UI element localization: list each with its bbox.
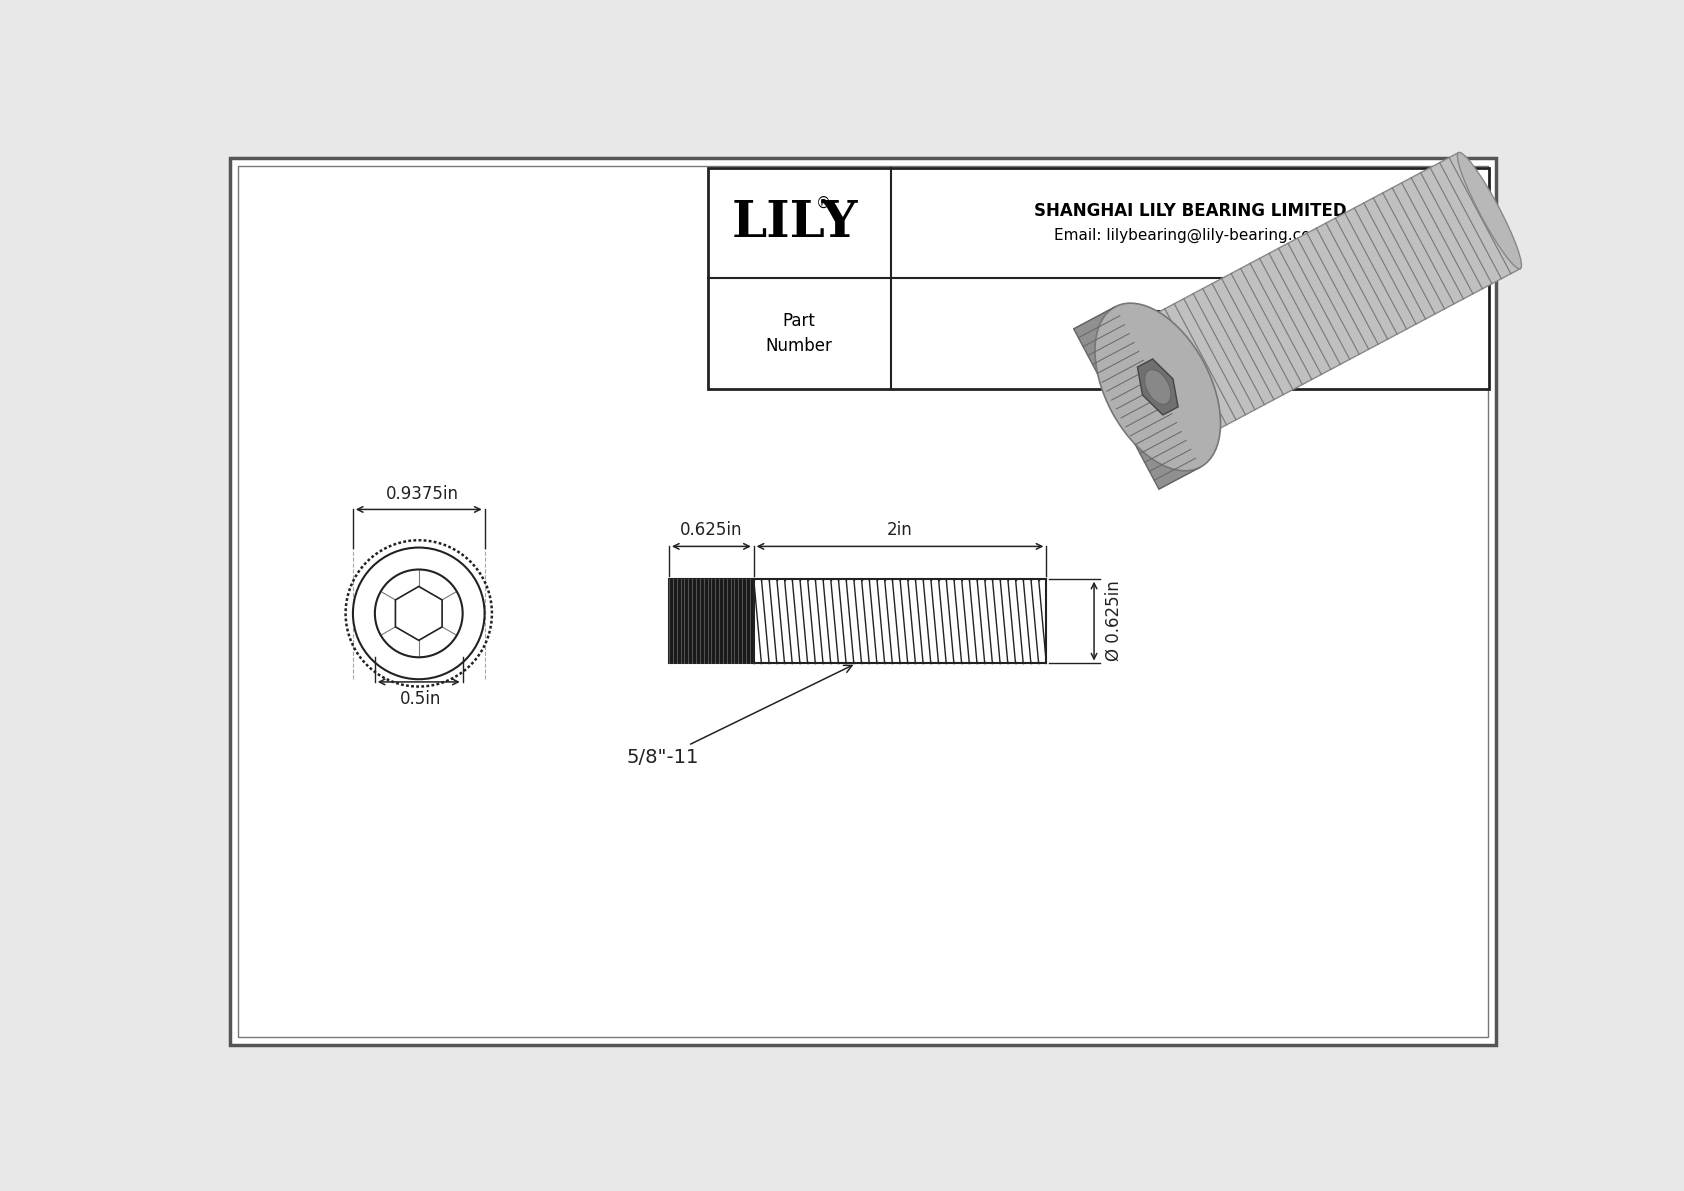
Text: ®: ® — [817, 195, 832, 211]
Text: SHANGHAI LILY BEARING LIMITED: SHANGHAI LILY BEARING LIMITED — [1034, 202, 1346, 220]
Polygon shape — [1137, 358, 1179, 414]
Text: 0.5in: 0.5in — [399, 690, 441, 707]
Text: 0.9375in: 0.9375in — [386, 485, 460, 504]
Ellipse shape — [1145, 369, 1170, 404]
Polygon shape — [1127, 152, 1521, 445]
Text: JABCIAIAC: JABCIAIAC — [1120, 310, 1261, 333]
Circle shape — [376, 569, 463, 657]
Polygon shape — [1074, 307, 1201, 490]
Text: 0.625in: 0.625in — [680, 522, 743, 540]
Text: 5/8"-11: 5/8"-11 — [626, 666, 852, 767]
Circle shape — [354, 548, 485, 679]
Text: Part
Number: Part Number — [766, 312, 832, 355]
Text: Screws and Bolts: Screws and Bolts — [1120, 338, 1261, 356]
Text: Ø 0.625in: Ø 0.625in — [1105, 581, 1123, 661]
Ellipse shape — [1095, 304, 1221, 470]
Ellipse shape — [1457, 152, 1522, 269]
Bar — [707, 168, 1489, 388]
Text: LILY: LILY — [733, 199, 859, 248]
Text: Email: lilybearing@lily-bearing.com: Email: lilybearing@lily-bearing.com — [1054, 229, 1325, 243]
Text: 2in: 2in — [887, 522, 913, 540]
Bar — [669, 579, 754, 663]
Polygon shape — [396, 586, 443, 641]
Bar — [754, 579, 1046, 663]
